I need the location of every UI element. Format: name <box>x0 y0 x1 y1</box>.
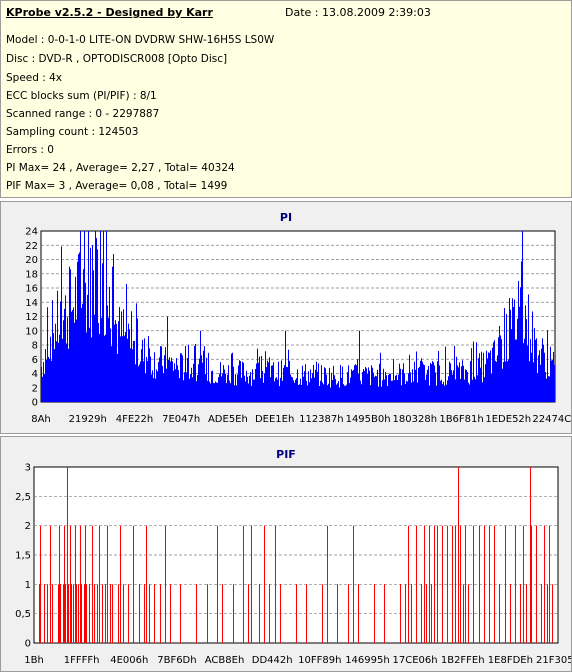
y-tick-label: 20 <box>25 255 38 266</box>
x-tick-label: 4E006h <box>110 655 148 666</box>
pif-chart: PIF 0 0,5 1 1,5 2 2,5 3 1Bh 1FFFFh 4E006h 7BF6Dh ACB… <box>1 437 571 671</box>
x-tick-label: 112387h <box>299 414 344 425</box>
x-tick-label: DD442h <box>252 655 293 666</box>
y-tick-label: 12 <box>25 312 38 323</box>
x-tick-label: 7E047h <box>162 414 200 425</box>
speed-line: Speed : 4x <box>6 72 62 84</box>
x-tick-label: 1B6F81h <box>439 414 483 425</box>
y-tick-label: 2,5 <box>15 492 31 503</box>
ecc-line: ECC blocks sum (PI/PIF) : 8/1 <box>6 90 157 102</box>
y-tick-label: 1,5 <box>15 551 31 562</box>
y-tick-label: 1 <box>25 580 31 591</box>
x-tick-label: 7BF6Dh <box>157 655 196 666</box>
x-tick-label: 8Ah <box>31 414 51 425</box>
y-tick-label: 3 <box>25 463 31 474</box>
x-tick-label: 4FE22h <box>116 414 154 425</box>
app-title: KProbe v2.5.2 - Designed by Karr <box>6 6 213 19</box>
x-tick-label: 146995h <box>345 655 390 666</box>
info-panel: KProbe v2.5.2 - Designed by Karr Date : … <box>0 0 572 198</box>
chart-title: PIF <box>276 448 296 461</box>
pi-stats-line: PI Max= 24 , Average= 2,27 , Total= 4032… <box>6 162 235 174</box>
x-tick-label: 21929h <box>69 414 107 425</box>
y-tick-label: 14 <box>25 298 38 309</box>
y-tick-label: 18 <box>25 269 38 280</box>
x-tick-label: 17CE06h <box>393 655 438 666</box>
y-tick-label: 0 <box>32 398 38 409</box>
x-tick-label: 1EDE52h <box>485 414 531 425</box>
y-tick-label: 2 <box>32 383 38 394</box>
x-tick-label: 1FFFFh <box>64 655 100 666</box>
pif-stats-line: PIF Max= 3 , Average= 0,08 , Total= 1499 <box>6 180 227 192</box>
x-tick-label: 10FF89h <box>298 655 341 666</box>
x-tick-label: 1E8FDEh <box>488 655 533 666</box>
y-tick-label: 22 <box>25 241 38 252</box>
sampling-line: Sampling count : 124503 <box>6 126 138 138</box>
y-tick-label: 2 <box>25 521 31 532</box>
y-tick-label: 24 <box>25 227 38 238</box>
x-tick-label: 1Bh <box>24 655 44 666</box>
y-tick-label: 0 <box>25 639 31 650</box>
x-tick-label: 22474Ch <box>532 414 571 425</box>
x-tick-label: DEE1Eh <box>255 414 294 425</box>
y-tick-label: 16 <box>25 284 38 295</box>
disc-line: Disc : DVD-R , OPTODISCR008 [Opto Disc] <box>6 53 227 65</box>
y-tick-label: 6 <box>32 355 38 366</box>
errors-line: Errors : 0 <box>6 144 54 156</box>
x-tick-label: ADE5Eh <box>208 414 248 425</box>
pi-chart-panel: PI 0 2 4 6 8 10 12 14 16 18 20 22 24 8Ah 21929h 4FE22h 7E… <box>0 201 572 434</box>
x-tick-label: 21F305h <box>536 655 571 666</box>
scan-date: Date : 13.08.2009 2:39:03 <box>285 6 431 19</box>
x-tick-label: 1B2FFEh <box>441 655 485 666</box>
y-tick-label: 10 <box>25 326 38 337</box>
x-tick-label: 1495B0h <box>346 414 391 425</box>
chart-title: PI <box>280 211 292 224</box>
y-tick-label: 4 <box>32 369 38 380</box>
model-line: Model : 0-0-1-0 LITE-ON DVDRW SHW-16H5S … <box>6 34 274 46</box>
x-tick-label: ACB8Eh <box>205 655 245 666</box>
x-tick-label: 180328h <box>393 414 438 425</box>
y-tick-label: 0,5 <box>15 609 31 620</box>
y-tick-label: 8 <box>32 341 38 352</box>
range-line: Scanned range : 0 - 2297887 <box>6 108 159 120</box>
pif-chart-panel: PIF 0 0,5 1 1,5 2 2,5 3 1Bh 1FFFFh 4E006h 7BF6Dh ACB… <box>0 436 572 672</box>
